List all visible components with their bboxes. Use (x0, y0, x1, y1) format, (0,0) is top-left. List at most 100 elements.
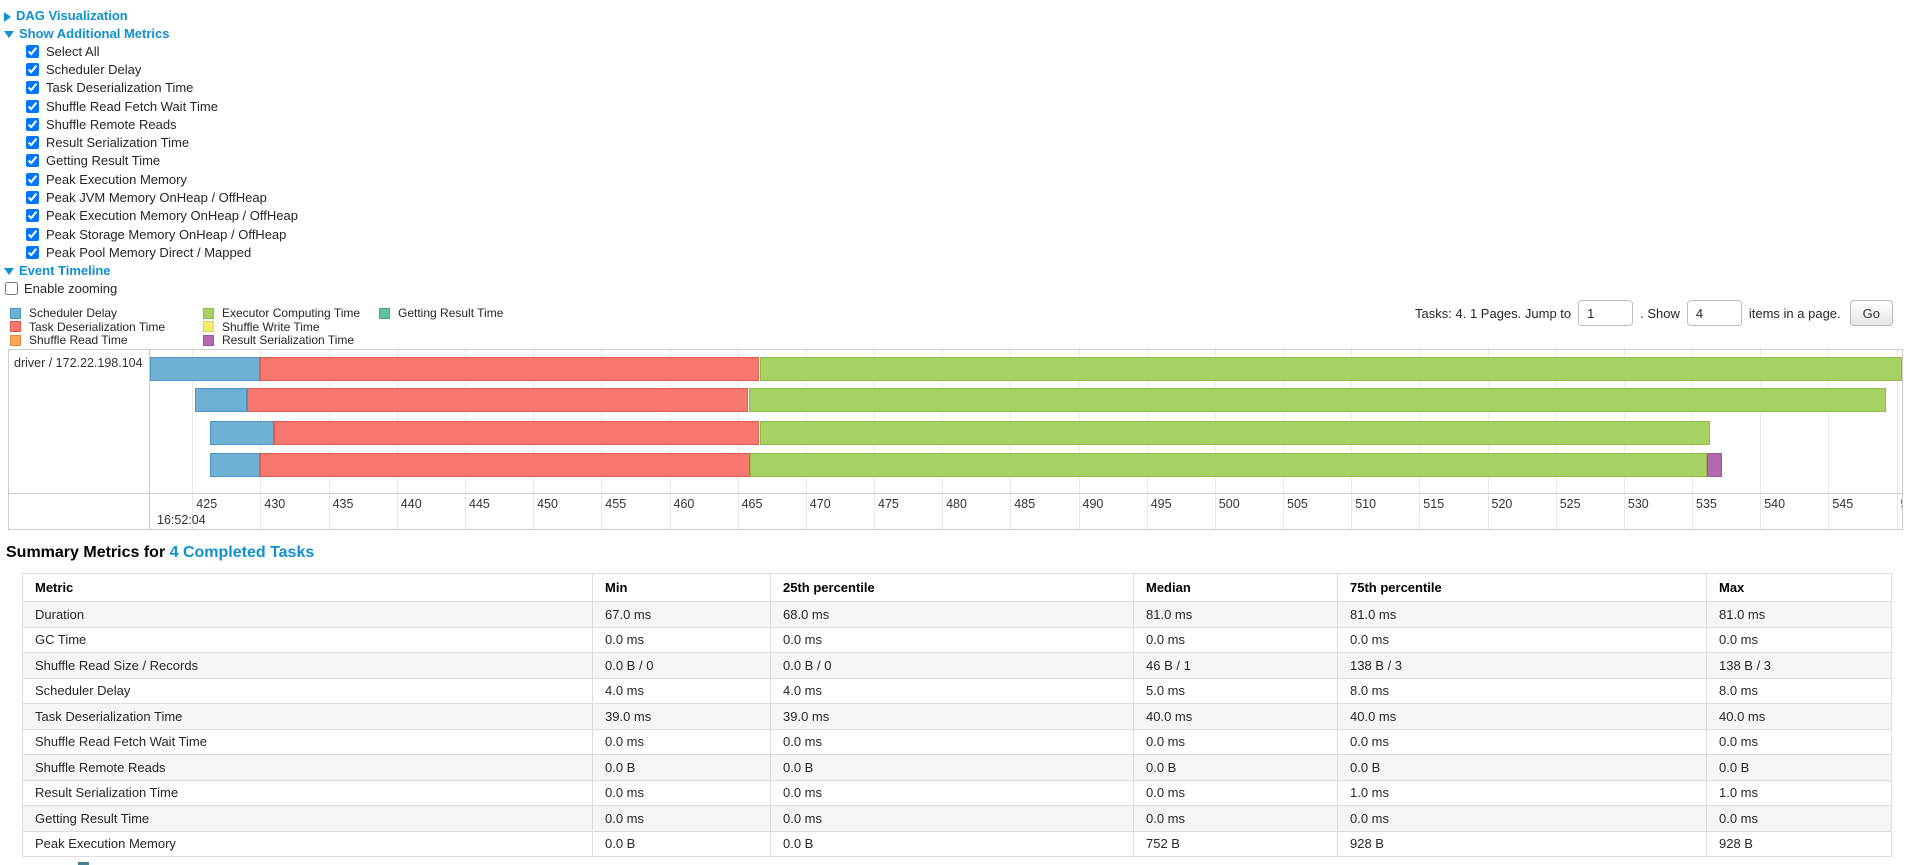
metric-value-cell: 0.0 B (592, 754, 771, 781)
legend-label: Getting Result Time (398, 306, 504, 320)
additional-metrics-checkbox-list: Select All Scheduler Delay Task Deserializ… (26, 42, 298, 262)
metric-checkbox-11[interactable] (26, 245, 39, 259)
metric-value-cell: 752 B (1133, 830, 1338, 857)
gridline (1760, 350, 1762, 529)
task-3-segment-executor_computing[interactable] (749, 453, 1707, 477)
legend-label: Executor Computing Time (222, 306, 361, 320)
metric-value-cell: 928 B (1337, 830, 1707, 857)
metric-option-row: Shuffle Remote Reads (26, 115, 298, 133)
metric-checkbox-1[interactable] (26, 62, 39, 76)
axis-tick-label: 495 (1150, 497, 1172, 511)
axis-tick-label: 525 (1559, 497, 1581, 511)
metric-value-cell: 0.0 ms (592, 626, 771, 653)
metric-checkbox-10[interactable] (26, 227, 39, 241)
completed-tasks-link[interactable]: 4 Completed Tasks (169, 544, 315, 561)
axis-tick-label: 480 (946, 497, 967, 511)
axis-tick-label: 540 (1764, 497, 1786, 511)
metric-value-cell: 40.0 ms (1337, 703, 1707, 730)
event-timeline-link[interactable]: Event Timeline (19, 263, 111, 278)
dag-visualization-toggle[interactable]: DAG Visualization (4, 8, 128, 23)
metric-value-cell: 0.0 ms (1337, 805, 1707, 832)
legend-item-scheduler_delay: Scheduler Delay (10, 306, 117, 320)
metric-checkbox-7[interactable] (26, 172, 39, 186)
task-0-segment-scheduler_delay[interactable] (150, 357, 261, 381)
metric-value-cell: 1.0 ms (1706, 779, 1892, 806)
executor-group-label: driver / 172.22.198.104 (14, 356, 143, 370)
metric-name-cell: Shuffle Remote Reads (22, 754, 593, 781)
axis-tick-label: 445 (469, 497, 490, 511)
metric-name-cell: Result Serialization Time (22, 779, 593, 806)
metric-value-cell: 0.0 ms (1133, 728, 1338, 755)
metric-option-row: Task Deserialization Time (26, 79, 298, 97)
task-2-segment-scheduler_delay[interactable] (210, 421, 275, 445)
task-3-segment-task_deserialization[interactable] (260, 453, 750, 477)
axis-tick-label: 435 (332, 497, 354, 511)
legend-label: Scheduler Delay (29, 306, 118, 320)
metric-name-cell: Task Deserialization Time (22, 703, 593, 730)
legend-item-getting_result: Getting Result Time (379, 306, 503, 320)
show-additional-metrics-link[interactable]: Show Additional Metrics (19, 26, 170, 41)
dag-visualization-link[interactable]: DAG Visualization (16, 8, 128, 23)
metric-value-cell: 0.0 B (770, 830, 1134, 857)
event-timeline-toggle[interactable]: Event Timeline (4, 263, 111, 278)
task-3-segment-scheduler_delay[interactable] (210, 453, 261, 477)
metric-value-cell: 0.0 ms (1133, 805, 1338, 832)
enable-zooming-checkbox[interactable] (5, 282, 18, 295)
metric-value-cell: 0.0 ms (1706, 805, 1892, 832)
legend-item-shuffle_read: Shuffle Read Time (10, 333, 128, 347)
column-header-metric: Metric (22, 573, 593, 602)
task-1-segment-task_deserialization[interactable] (246, 388, 749, 412)
legend-item-executor_computing: Executor Computing Time (203, 306, 360, 320)
task-0-segment-task_deserialization[interactable] (260, 357, 760, 381)
axis-tick-label: 430 (264, 497, 286, 511)
metric-value-cell: 81.0 ms (1706, 601, 1892, 628)
table-row: Duration 67.0 ms 68.0 ms 81.0 ms 81.0 ms 81.0… (22, 601, 1892, 628)
task-2-segment-task_deserialization[interactable] (274, 421, 760, 445)
go-button[interactable]: Go (1849, 300, 1893, 326)
metric-value-cell: 0.0 B (1706, 754, 1892, 781)
metric-value-cell: 1.0 ms (1337, 779, 1707, 806)
summary-metrics-title: Summary Metrics for 4 Completed Tasks (6, 544, 314, 562)
metric-value-cell: 5.0 ms (1133, 677, 1338, 704)
jump-to-page-input[interactable] (1578, 300, 1634, 326)
task_deserialization-swatch-icon (10, 321, 21, 332)
metric-checkbox-9[interactable] (26, 209, 39, 223)
metric-value-cell: 39.0 ms (592, 703, 771, 730)
metric-value-cell: 67.0 ms (592, 601, 771, 628)
metric-value-cell: 0.0 ms (770, 805, 1134, 832)
axis-tick-label: 505 (1287, 497, 1308, 511)
metric-checkbox-8[interactable] (26, 191, 39, 205)
metric-checkbox-label: Peak Execution Memory (46, 171, 187, 187)
task-1-segment-scheduler_delay[interactable] (195, 388, 247, 412)
metric-checkbox-4[interactable] (26, 117, 39, 131)
metric-checkbox-6[interactable] (26, 154, 39, 168)
task-3-segment-result_serialization[interactable] (1707, 453, 1722, 477)
task-1-segment-executor_computing[interactable] (748, 388, 1886, 412)
metric-checkbox-5[interactable] (26, 136, 39, 150)
metric-value-cell: 4.0 ms (770, 677, 1134, 704)
shuffle_read-swatch-icon (10, 334, 21, 346)
metric-checkbox-0[interactable] (26, 44, 39, 58)
metric-checkbox-label: Task Deserialization Time (46, 80, 194, 96)
metric-checkbox-label: Result Serialization Time (46, 135, 190, 151)
axis-time-label: 16:52:04 (157, 513, 206, 527)
metric-value-cell: 39.0 ms (770, 703, 1134, 730)
items-per-page-input[interactable] (1686, 300, 1742, 326)
axis-tick-label: 440 (400, 497, 422, 511)
task-2-segment-executor_computing[interactable] (759, 421, 1710, 445)
metric-value-cell: 0.0 B (770, 754, 1134, 781)
scheduler_delay-swatch-icon (10, 307, 21, 319)
axis-tick-label: 545 (1832, 497, 1854, 511)
summary-title-text: Summary Metrics for (6, 544, 170, 561)
column-header-75th-percentile: 75th percentile (1337, 573, 1707, 602)
collapsed-arrow-icon (4, 11, 11, 22)
metric-value-cell: 40.0 ms (1133, 703, 1338, 730)
axis-tick-label: 460 (673, 497, 695, 511)
metric-checkbox-3[interactable] (26, 99, 39, 113)
metric-checkbox-2[interactable] (26, 81, 39, 95)
show-additional-metrics-toggle[interactable]: Show Additional Metrics (4, 26, 169, 41)
pagination-mid-text: . Show (1640, 305, 1680, 321)
executor_computing-swatch-icon (203, 307, 214, 319)
metric-name-cell: Shuffle Read Fetch Wait Time (22, 728, 593, 755)
task-0-segment-executor_computing[interactable] (759, 357, 1902, 381)
